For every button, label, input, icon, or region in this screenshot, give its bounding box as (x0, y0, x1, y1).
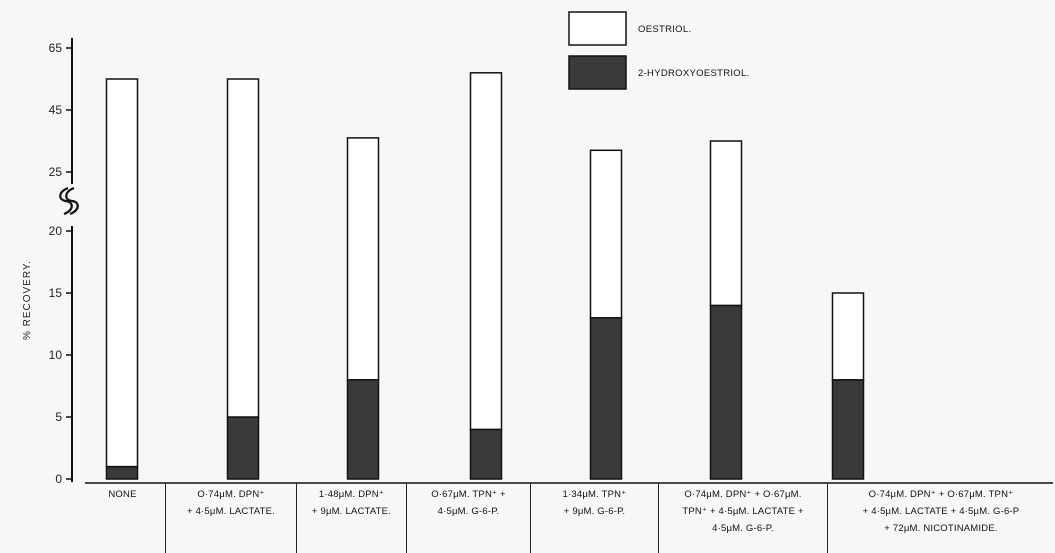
category-label: O·74μM. DPN⁺ + O·67μM. TPN⁺ + 4·5μM. LAC… (862, 489, 1020, 534)
y-tick-label: 15 (49, 286, 63, 300)
bar-segment-oestriol (469, 72, 503, 431)
y-tick-label: 0 (55, 472, 62, 486)
category-label: NONE (108, 489, 137, 500)
bar-segment-oestriol (226, 78, 260, 418)
bar-segment-oestriol (105, 78, 139, 468)
category-separator (530, 483, 531, 553)
category-label: O·74μM. DPN⁺ + O·67μM. TPN⁺ + 4·5μM. LAC… (682, 489, 804, 534)
category-label: O·74μM. DPN⁺ + 4·5μM. LACTATE. (187, 489, 275, 517)
legend-label: 2-HYDROXYOESTRIOL. (638, 68, 750, 79)
bar-segment-oestriol (589, 149, 623, 319)
y-tick-label: 5 (55, 410, 62, 424)
category-separator (406, 483, 407, 553)
axis-break-icon (59, 186, 73, 216)
y-tick-label: 25 (49, 165, 63, 179)
axis-break-icon (65, 186, 79, 216)
y-tick-label: 45 (49, 103, 63, 117)
y-tick-label: 65 (49, 41, 63, 55)
bar-segment-2-hydroxyoestriol (226, 416, 260, 480)
bar-segment-2-hydroxyoestriol (105, 465, 139, 480)
legend-label: OESTRIOL. (638, 24, 691, 35)
legend-swatch (568, 55, 627, 90)
category-separator (165, 483, 166, 553)
category-separator (658, 483, 659, 553)
bar-segment-oestriol (346, 137, 380, 381)
y-axis-label: % RECOVERY. (22, 260, 33, 340)
bar-segment-2-hydroxyoestriol (831, 379, 865, 480)
category-label: 1·48μM. DPN⁺ + 9μM. LACTATE. (311, 489, 392, 517)
bar-segment-2-hydroxyoestriol (709, 304, 743, 480)
bar-segment-oestriol (709, 140, 743, 307)
category-separator (296, 483, 297, 553)
y-tick-label: 10 (49, 348, 63, 362)
y-tick-label: 20 (49, 224, 63, 238)
bar-segment-2-hydroxyoestriol (589, 317, 623, 480)
legend-swatch (568, 11, 627, 46)
category-label: O·67μM. TPN⁺ + 4·5μM. G-6-P. (431, 489, 506, 517)
category-label: 1·34μM. TPN⁺ + 9μM. G-6-P. (562, 489, 627, 517)
bar-segment-2-hydroxyoestriol (346, 379, 380, 480)
bar-segment-2-hydroxyoestriol (469, 428, 503, 480)
category-separator (827, 483, 828, 553)
bar-segment-oestriol (831, 292, 865, 381)
